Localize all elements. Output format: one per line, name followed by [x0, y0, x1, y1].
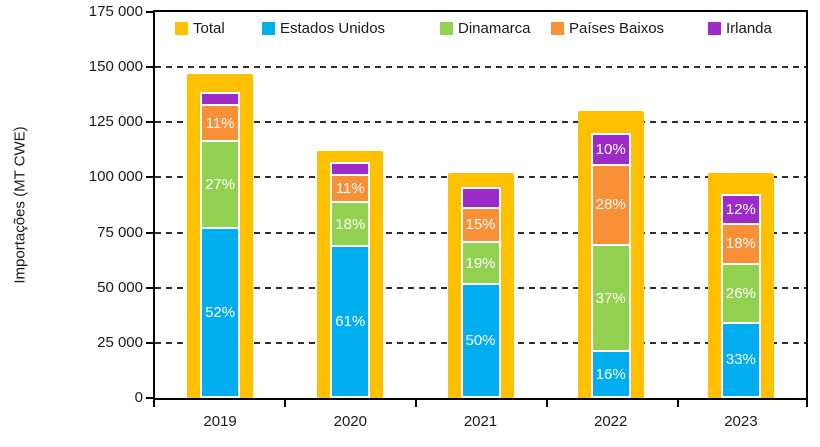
segment-2022-irlanda: 10%: [592, 135, 629, 164]
legend-item-dinamarca: Dinamarca: [440, 20, 531, 37]
percent-label: 37%: [595, 289, 626, 307]
percent-label: 10%: [595, 140, 626, 158]
y-tick-label: 125 000: [88, 113, 143, 131]
y-tick-label: 150 000: [88, 58, 143, 76]
legend-label: Irlanda: [726, 20, 772, 37]
segment-2020-estados-unidos: 61%: [332, 245, 369, 396]
legend-swatch-icon: [262, 22, 275, 35]
segment-2022-estados-unidos: 16%: [592, 350, 629, 396]
legend-swatch-icon: [175, 22, 188, 35]
legend-swatch-icon: [440, 22, 453, 35]
segment-2023-dinamarca: 26%: [722, 263, 759, 322]
percent-label: 61%: [335, 313, 366, 331]
percent-label: 18%: [725, 235, 756, 253]
percent-label: 27%: [205, 176, 236, 194]
segment-2021-dinamarca: 19%: [462, 240, 499, 284]
x-tick-mark: [284, 400, 286, 407]
segment-2020-dinamarca: 18%: [332, 200, 369, 246]
x-tick-mark: [677, 400, 679, 407]
segment-2022-dinamarca: 37%: [592, 244, 629, 351]
stacked-bar-2022: 10% 28% 37% 16%: [590, 133, 631, 398]
y-tick-mark: [146, 11, 153, 13]
legend-label: Total: [193, 20, 225, 37]
percent-label: 16%: [595, 365, 626, 383]
percent-label: 18%: [335, 215, 366, 233]
percent-label: 15%: [465, 216, 496, 234]
x-category-label: 2023: [724, 413, 758, 430]
legend-label: Estados Unidos: [280, 20, 386, 37]
y-tick-mark: [146, 231, 153, 234]
percent-label: 12%: [725, 200, 756, 218]
gridline: [155, 66, 806, 69]
segment-2020-paises-baixos: 11%: [332, 173, 369, 201]
y-tick-label: 0: [134, 389, 143, 406]
gridline: [155, 121, 806, 124]
percent-label: 52%: [205, 304, 236, 322]
segment-2022-paises-baixos: 28%: [592, 163, 629, 245]
x-category-label: 2019: [203, 413, 237, 430]
segment-2021-irlanda: [462, 189, 499, 208]
segment-2019-paises-baixos: 11%: [202, 104, 239, 140]
x-category-label: 2021: [463, 413, 498, 430]
x-tick-mark: [153, 400, 155, 407]
legend-item-total: Total: [175, 20, 225, 37]
percent-label: 26%: [725, 284, 756, 302]
legend-label: Dinamarca: [458, 20, 531, 37]
x-tick-mark: [415, 400, 417, 407]
segment-2020-irlanda: [332, 163, 369, 174]
stacked-bar-2019: 11% 27% 52%: [200, 92, 241, 398]
percent-label: 33%: [725, 351, 756, 369]
y-tick-mark: [146, 397, 153, 399]
y-tick-label: 25 000: [97, 333, 143, 351]
plot-area: 11% 27% 52% 11% 18% 61% 15% 19% 50% 10% 28% 37% 16% 1…: [153, 10, 808, 400]
y-tick-mark: [146, 286, 153, 289]
legend-item-estados-unidos: Estados Unidos: [262, 20, 385, 37]
percent-label: 28%: [595, 196, 626, 214]
y-tick-mark: [146, 176, 153, 179]
x-category-label: 2022: [594, 413, 628, 430]
y-axis-title: Importações (MT CWE): [11, 126, 29, 284]
stacked-bar-2021: 15% 19% 50%: [460, 187, 501, 398]
stacked-bar-2020: 11% 18% 61%: [330, 161, 371, 398]
stacked-bar-2023: 12% 18% 26% 33%: [720, 193, 761, 398]
segment-2019-dinamarca: 27%: [202, 139, 239, 228]
x-category-label: 2020: [333, 413, 367, 430]
segment-2023-estados-unidos: 33%: [722, 321, 759, 396]
percent-label: 11%: [335, 179, 365, 197]
legend-swatch-icon: [708, 22, 721, 35]
percent-label: 11%: [205, 114, 235, 132]
y-tick-mark: [146, 121, 153, 124]
x-tick-mark: [546, 400, 548, 407]
segment-2019-irlanda: [202, 94, 239, 105]
y-tick-mark: [146, 341, 153, 344]
legend-item-irlanda: Irlanda: [708, 20, 772, 37]
segment-2019-estados-unidos: 52%: [202, 227, 239, 396]
y-tick-label: 100 000: [88, 168, 143, 186]
y-tick-label: 175 000: [88, 3, 143, 20]
segment-2023-paises-baixos: 18%: [722, 222, 759, 264]
legend-label: Países Baixos: [569, 20, 665, 37]
segment-2021-paises-baixos: 15%: [462, 207, 499, 241]
segment-2023-irlanda: 12%: [722, 195, 759, 223]
percent-label: 19%: [465, 254, 496, 272]
legend-item-paises-baixos: Países Baixos: [551, 20, 664, 37]
legend-swatch-icon: [551, 22, 564, 35]
percent-label: 50%: [465, 332, 496, 350]
y-tick-label: 75 000: [97, 223, 143, 241]
y-tick-mark: [146, 66, 153, 69]
segment-2021-estados-unidos: 50%: [462, 283, 499, 396]
x-tick-mark: [806, 400, 808, 407]
y-tick-label: 50 000: [97, 278, 143, 296]
